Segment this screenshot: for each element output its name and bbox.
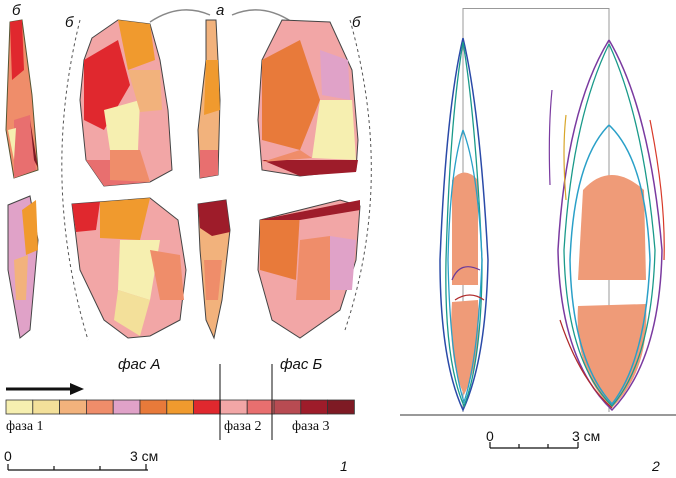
scale1-end: 3 см (130, 448, 159, 464)
scale2-end: 3 см (572, 428, 601, 444)
direction-arrow (6, 383, 84, 395)
artefact-top-face-b (257, 19, 359, 177)
connector-arc-right (231, 9, 293, 23)
phase-swatch (166, 399, 195, 415)
phase-swatch (219, 399, 248, 415)
scale-bar-1 (7, 464, 148, 471)
phase-3-label: фаза 3 (292, 419, 330, 434)
artefact-bottom-side-left (7, 195, 39, 339)
view-label-b-left1: б (12, 2, 21, 19)
phase-swatch (5, 399, 34, 415)
connector-arc-left (149, 9, 211, 23)
phase-swatch (59, 399, 87, 415)
artefact-top-side-left (5, 19, 39, 179)
phase-1-label: фаза 1 (6, 419, 44, 434)
scale1-zero: 0 (4, 448, 12, 464)
dashed-arc-right (344, 19, 372, 331)
panel-number-1: 1 (340, 458, 348, 474)
phase-swatch (246, 399, 275, 415)
phase-swatch (193, 399, 221, 415)
artefact-top-edge-a (197, 19, 221, 179)
view-label-b-left2: б (65, 14, 74, 31)
view-label-b-right: б (352, 14, 361, 31)
artefact-bottom-edge-a (197, 199, 231, 340)
scale-bar-2 (489, 442, 579, 449)
panel-number-2: 2 (652, 458, 660, 474)
phase-2-label: фаза 2 (224, 419, 262, 434)
artefact-top-face-a (79, 19, 173, 187)
face-b-label: фас Б (280, 356, 323, 373)
phase-color-bar (5, 399, 355, 415)
artefact-bottom-face-a (71, 197, 187, 339)
phase-swatch (86, 399, 114, 415)
phase-swatch (273, 399, 302, 415)
face-a-label: фас А (118, 356, 161, 373)
dashed-arc-left (61, 19, 89, 341)
artefact-bottom-face-b (257, 199, 361, 339)
phase-swatch (327, 399, 355, 415)
scale2-zero: 0 (486, 428, 494, 444)
phase-swatch (32, 399, 60, 415)
phase-swatch (112, 399, 141, 415)
phase-swatch (139, 399, 168, 415)
view-label-a: а (216, 2, 225, 19)
phase-swatch (300, 399, 328, 415)
figure2-outlines (439, 8, 665, 412)
